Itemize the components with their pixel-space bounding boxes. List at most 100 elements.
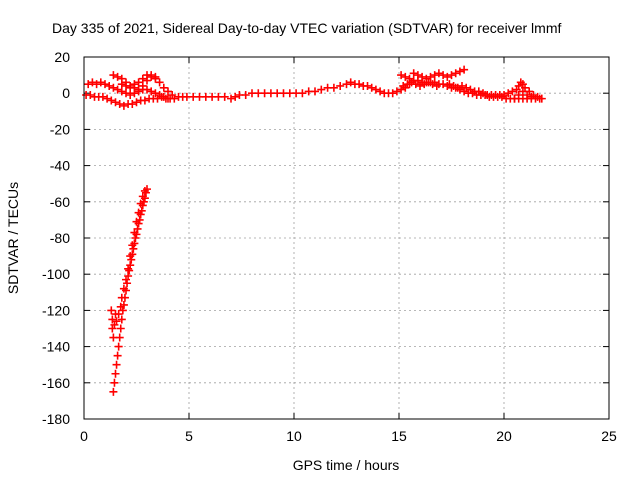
data-point	[107, 96, 116, 105]
data-point	[132, 98, 141, 107]
data-point	[134, 208, 143, 217]
data-point	[164, 94, 172, 103]
data-point	[424, 78, 433, 87]
data-point	[131, 234, 140, 242]
data-point	[123, 279, 132, 288]
data-point	[388, 89, 397, 98]
data-point	[500, 91, 508, 100]
data-point	[430, 71, 439, 80]
data-point	[114, 342, 123, 351]
data-point	[116, 324, 125, 333]
data-point	[227, 94, 235, 103]
data-point	[109, 333, 118, 342]
data-point	[112, 360, 121, 369]
data-point	[122, 89, 130, 98]
x-tick-label: 15	[391, 428, 407, 444]
data-point	[134, 78, 143, 87]
data-point	[508, 87, 517, 96]
data-point	[86, 91, 95, 100]
data-point	[523, 91, 532, 100]
data-point	[130, 80, 139, 89]
plot-frame	[83, 56, 610, 420]
data-point	[420, 80, 429, 89]
data-point	[151, 89, 160, 98]
data-point	[514, 91, 523, 100]
data-point	[138, 74, 147, 83]
data-point	[109, 387, 118, 396]
data-point	[336, 81, 345, 90]
data-point	[510, 94, 519, 103]
data-point	[466, 85, 475, 94]
data-point	[136, 199, 145, 208]
series-steep-track	[107, 185, 151, 396]
data-point	[367, 83, 376, 92]
data-point	[84, 80, 93, 89]
data-point	[462, 83, 471, 92]
x-axis-label: GPS time / hours	[293, 457, 400, 473]
data-point	[98, 92, 107, 101]
data-point	[445, 80, 454, 89]
y-axis-label: SDTVAR / TECUs	[5, 182, 21, 294]
data-point	[138, 192, 147, 201]
data-point	[155, 91, 164, 100]
data-point	[155, 78, 164, 87]
data-point	[115, 100, 124, 109]
y-tick-label: -100	[42, 266, 70, 282]
y-tick-label: -140	[42, 339, 70, 355]
data-point	[113, 85, 122, 94]
data-point	[130, 228, 139, 237]
data-point	[117, 293, 126, 302]
data-point	[151, 72, 160, 81]
data-point	[105, 81, 114, 90]
data-point	[126, 83, 135, 92]
data-point	[399, 81, 408, 90]
data-point	[527, 92, 536, 101]
x-tick-label: 25	[601, 428, 617, 444]
data-point	[128, 241, 137, 250]
y-tick-label: -60	[50, 194, 70, 210]
data-point	[518, 87, 527, 96]
data-point	[119, 101, 128, 110]
data-point	[126, 91, 135, 100]
y-tick-label: 0	[62, 85, 70, 101]
data-point	[434, 69, 443, 78]
data-point	[147, 87, 156, 96]
data-point	[479, 89, 487, 98]
data-point	[147, 71, 156, 80]
data-point	[122, 81, 130, 90]
data-point	[117, 80, 126, 89]
data-point	[112, 317, 121, 326]
data-point	[432, 81, 441, 90]
data-point	[458, 81, 466, 90]
data-point	[447, 71, 456, 80]
data-point	[96, 78, 105, 87]
data-point	[451, 69, 460, 78]
data-point	[88, 78, 97, 87]
grid	[84, 57, 609, 419]
data-point	[122, 275, 130, 284]
data-point	[117, 315, 126, 324]
data-point	[409, 69, 418, 78]
y-tick-label: -120	[42, 302, 70, 318]
data-point	[474, 87, 483, 96]
data-point	[103, 94, 112, 103]
data-point	[346, 78, 355, 87]
data-point	[376, 87, 385, 96]
data-point	[101, 80, 109, 89]
data-point	[342, 80, 351, 89]
y-tick-label: -80	[50, 230, 70, 246]
data-point	[418, 72, 427, 81]
data-point	[449, 81, 458, 90]
data-point	[128, 100, 137, 109]
data-point	[392, 87, 401, 96]
data-point	[143, 85, 151, 94]
data-point	[138, 81, 147, 90]
data-point	[413, 71, 422, 80]
data-point	[329, 83, 338, 92]
data-point	[110, 378, 119, 387]
data-points	[82, 65, 546, 396]
data-point	[504, 89, 513, 98]
data-point	[220, 92, 229, 101]
data-point	[125, 266, 134, 275]
